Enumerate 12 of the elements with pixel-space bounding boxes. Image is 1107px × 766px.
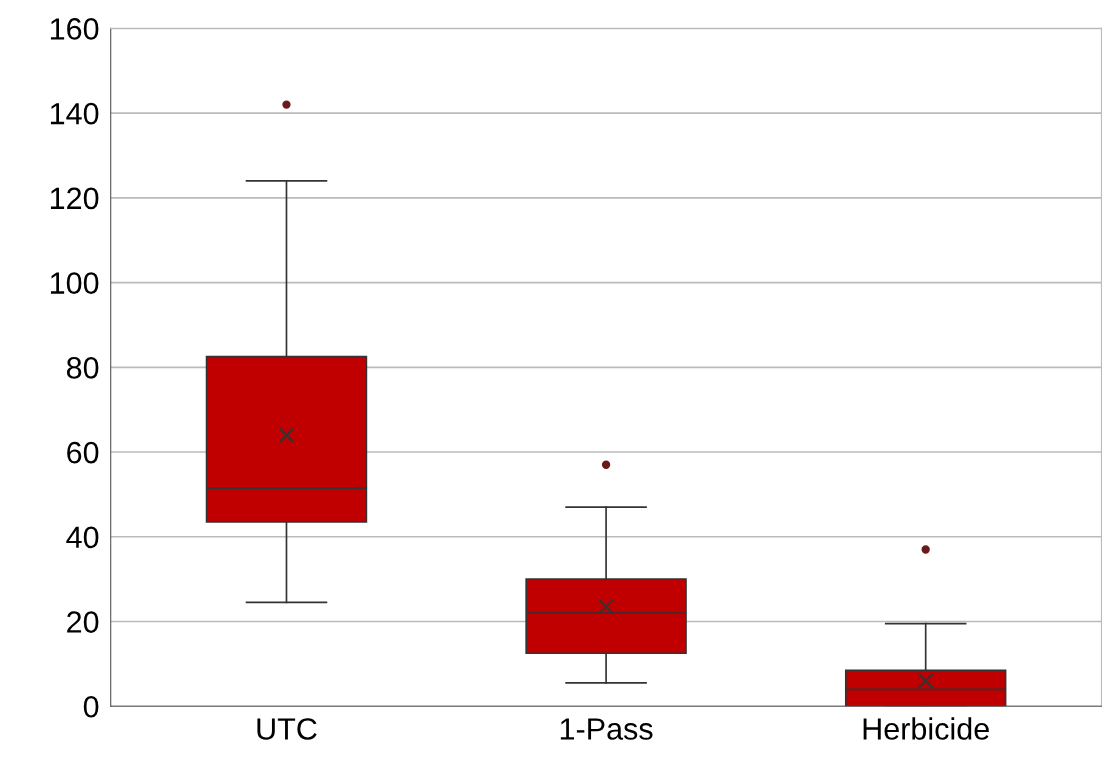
x-tick-label: 1-Pass — [560, 718, 653, 740]
y-tick-label: 160 — [50, 18, 99, 40]
x-tick-label: Herbicide — [863, 717, 989, 740]
y-tick-label: 80 — [66, 357, 99, 379]
y-tick-label: 100 — [50, 272, 99, 294]
y-tick-label: 60 — [67, 441, 99, 464]
y-tick-label: 120 — [50, 187, 99, 210]
y-tick-label: 0 — [83, 695, 99, 718]
y-tick-label: 20 — [67, 611, 99, 633]
x-tick-label: UTC — [257, 718, 317, 740]
y-tick-label: 40 — [66, 526, 99, 549]
y-tick-label: 140 — [50, 102, 99, 125]
